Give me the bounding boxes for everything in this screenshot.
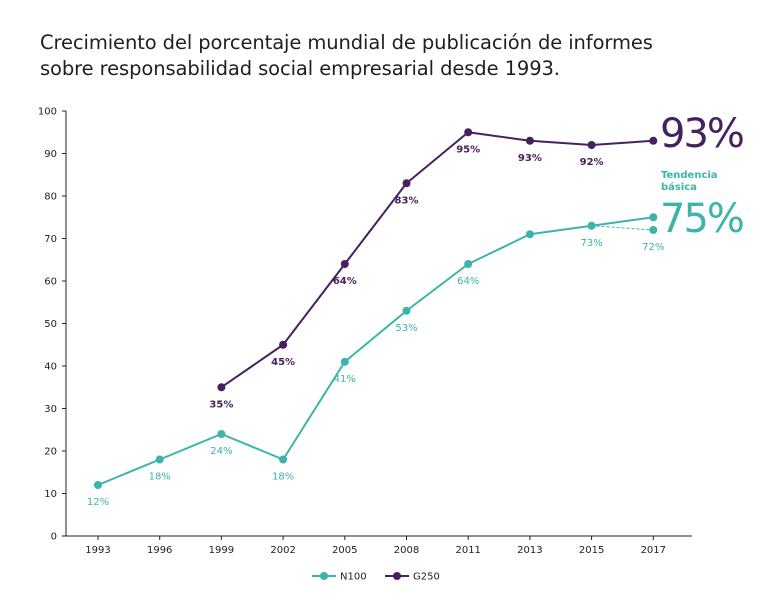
x-tick-label-2005: 2005 bbox=[332, 545, 357, 556]
x-tick-label-1996: 1996 bbox=[147, 545, 172, 556]
annotation-g250-final: 93% bbox=[660, 111, 743, 157]
data-label-n100-2002: 18% bbox=[272, 472, 294, 483]
chart-title-line-1: Crecimiento del porcentaje mundial de pu… bbox=[40, 31, 653, 54]
data-point-g250-2011 bbox=[464, 128, 473, 137]
y-tick-label-30: 30 bbox=[44, 404, 57, 415]
data-label-g250-2002: 45% bbox=[271, 357, 295, 368]
basic-trend-label-line-1: Tendencia bbox=[661, 170, 718, 181]
data-label-n100-2015: 73% bbox=[580, 238, 602, 249]
data-label-g250-2005: 64% bbox=[333, 276, 357, 287]
y-tick-label-10: 10 bbox=[44, 489, 57, 500]
data-point-n100-2015 bbox=[587, 221, 596, 230]
series-line-g250 bbox=[220, 131, 654, 389]
data-label-g250-1999: 35% bbox=[209, 399, 233, 410]
data-point-g250-2015 bbox=[587, 141, 596, 149]
data-label-n100-1993: 12% bbox=[87, 497, 109, 508]
legend-marker-g250 bbox=[393, 572, 401, 580]
data-point-g250-2013 bbox=[525, 136, 534, 145]
data-point-n100-1993 bbox=[94, 481, 102, 489]
data-label-n100-1999: 24% bbox=[210, 446, 232, 457]
basic-trend-line bbox=[591, 225, 654, 231]
data-label-n100-2008: 53% bbox=[395, 323, 417, 334]
x-tick-label-2002: 2002 bbox=[270, 545, 295, 556]
y-tick-label-90: 90 bbox=[44, 149, 57, 160]
data-label-n100-2005: 41% bbox=[334, 374, 356, 385]
data-point-n100-2013 bbox=[525, 230, 534, 239]
y-tick-label-80: 80 bbox=[44, 192, 57, 203]
data-label-g250-2008: 83% bbox=[395, 195, 419, 206]
x-tick-label-2011: 2011 bbox=[455, 545, 480, 556]
basic-trend-point bbox=[649, 226, 658, 234]
data-point-n100-1999 bbox=[217, 430, 226, 438]
y-tick-label-20: 20 bbox=[44, 447, 57, 458]
x-tick-label-2013: 2013 bbox=[517, 545, 542, 556]
y-tick-label-70: 70 bbox=[44, 234, 57, 245]
data-point-g250-1999 bbox=[217, 383, 226, 392]
legend-label-n100: N100 bbox=[340, 572, 367, 583]
x-tick-label-2015: 2015 bbox=[579, 545, 604, 556]
legend-marker-n100 bbox=[320, 572, 328, 580]
data-point-g250-2005 bbox=[340, 260, 349, 268]
legend-label-g250: G250 bbox=[413, 572, 440, 583]
data-point-n100-1996 bbox=[155, 455, 164, 464]
x-tick-label-2008: 2008 bbox=[394, 545, 419, 556]
series-line-n100 bbox=[97, 216, 654, 486]
chart-title: Crecimiento del porcentaje mundial de pu… bbox=[40, 30, 740, 82]
data-point-g250-2002 bbox=[279, 340, 288, 349]
data-label-g250-2013: 93% bbox=[518, 153, 542, 164]
data-point-n100-2005 bbox=[340, 357, 349, 366]
x-tick-label-1999: 1999 bbox=[209, 545, 234, 556]
x-tick-label-1993: 1993 bbox=[85, 545, 110, 556]
data-label-g250-2015: 92% bbox=[580, 157, 604, 168]
annotation-n100-final: 75% bbox=[660, 196, 743, 242]
data-point-n100-2017 bbox=[649, 213, 658, 222]
x-tick-label-2017: 2017 bbox=[641, 545, 666, 556]
basic-trend-label-line-2: básica bbox=[661, 181, 697, 193]
y-tick-label-40: 40 bbox=[44, 362, 57, 373]
data-point-n100-2008 bbox=[402, 306, 411, 315]
data-point-g250-2008 bbox=[402, 179, 411, 188]
data-point-n100-2002 bbox=[279, 455, 288, 464]
y-tick-label-50: 50 bbox=[44, 319, 57, 330]
y-tick-label-100: 100 bbox=[38, 107, 57, 118]
y-tick-label-60: 60 bbox=[44, 277, 57, 288]
data-label-g250-2011: 95% bbox=[456, 144, 480, 155]
data-label-n100-1996: 18% bbox=[149, 472, 171, 483]
data-point-g250-2017 bbox=[649, 136, 658, 145]
basic-trend-value-label: 72% bbox=[642, 242, 664, 253]
data-label-n100-2011: 64% bbox=[457, 276, 479, 287]
chart-title-line-2: sobre responsabilidad social empresarial… bbox=[40, 57, 560, 80]
y-tick-label-0: 0 bbox=[51, 532, 57, 543]
data-point-n100-2011 bbox=[464, 260, 473, 268]
